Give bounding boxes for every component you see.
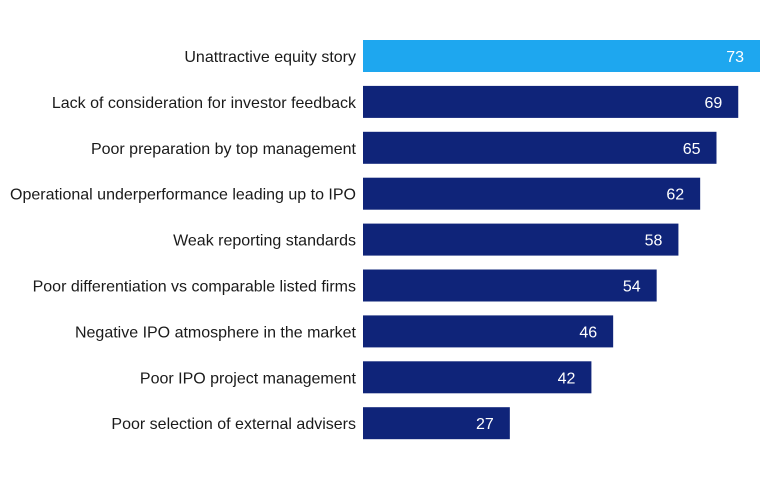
value-label: 54 xyxy=(623,279,641,296)
bar xyxy=(363,361,592,394)
category-label: Poor preparation by top management xyxy=(91,141,357,158)
category-label: Operational underperformance leading up … xyxy=(10,187,356,204)
category-label: Poor differentiation vs comparable liste… xyxy=(33,279,356,296)
category-label: Weak reporting standards xyxy=(173,233,356,250)
bar xyxy=(363,407,510,440)
bar xyxy=(363,269,657,302)
bar xyxy=(363,315,614,348)
value-label: 62 xyxy=(666,187,684,204)
labels-layer: Unattractive equity story 73 Lack of consi… xyxy=(10,49,744,433)
bars-layer xyxy=(363,40,760,440)
category-label: Lack of consideration for investor feedb… xyxy=(52,95,357,112)
bar xyxy=(363,40,760,72)
bar xyxy=(363,131,717,164)
category-label: Poor IPO project management xyxy=(140,370,357,387)
category-label: Poor selection of external advisers xyxy=(111,416,356,433)
category-label: Unattractive equity story xyxy=(184,49,356,66)
value-label: 65 xyxy=(683,141,701,158)
value-label: 42 xyxy=(558,370,576,387)
bar xyxy=(363,177,701,210)
bar xyxy=(363,223,679,256)
value-label: 46 xyxy=(579,324,597,341)
bar xyxy=(363,85,739,118)
value-label: 58 xyxy=(645,233,663,250)
value-label: 69 xyxy=(704,95,722,112)
value-label: 27 xyxy=(476,416,494,433)
category-label: Negative IPO atmosphere in the market xyxy=(75,324,357,341)
value-label: 73 xyxy=(726,49,744,66)
